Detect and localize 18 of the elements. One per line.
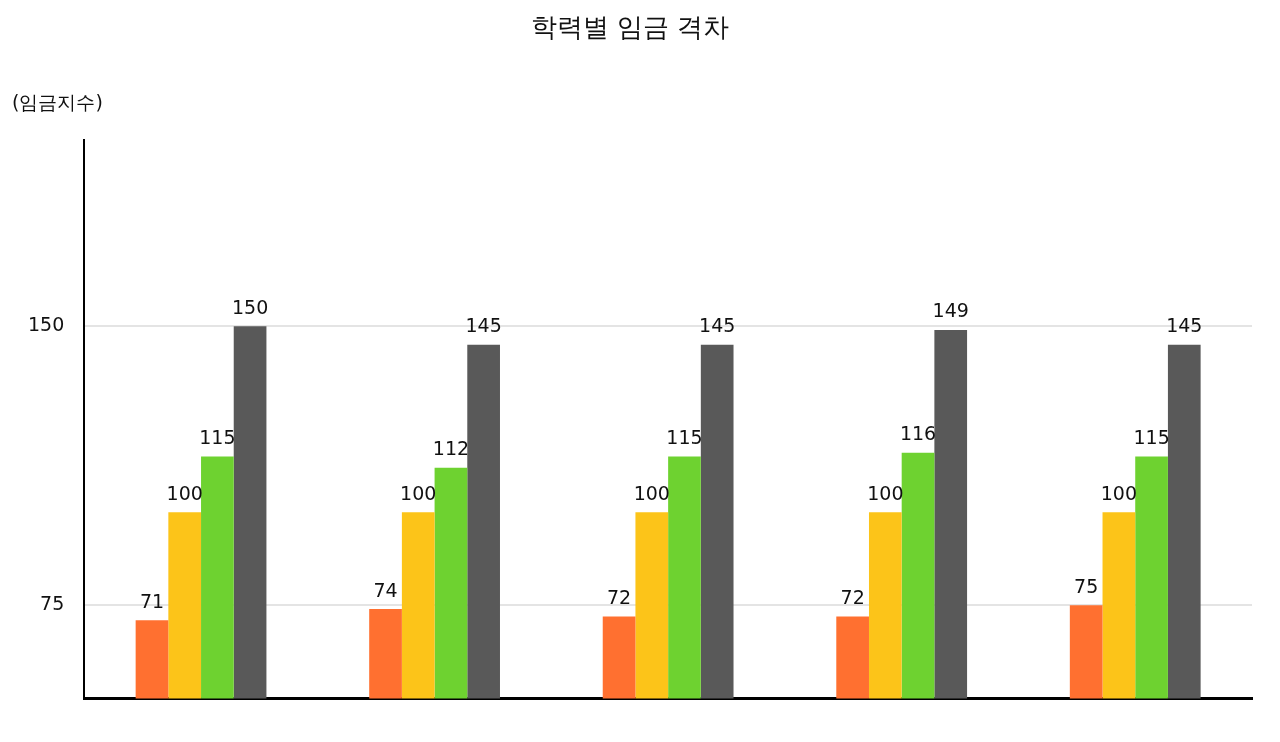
- data-label: 75: [1074, 574, 1099, 597]
- data-label: 149: [932, 299, 969, 322]
- data-label: 74: [373, 578, 398, 601]
- data-label: 116: [899, 422, 937, 445]
- data-label: 72: [606, 585, 632, 608]
- data-label: 145: [1166, 314, 1203, 337]
- y-axis-title: (임금지수): [12, 90, 103, 113]
- data-label: 100: [400, 481, 437, 504]
- chart-title: 학력별 임금 격차: [530, 12, 730, 43]
- data-label: 145: [699, 314, 736, 337]
- data-label: 115: [199, 425, 236, 448]
- data-label: 115: [1133, 425, 1170, 448]
- data-label: 115: [666, 425, 703, 448]
- data-label: 71: [139, 589, 165, 612]
- data-label: 72: [840, 585, 865, 608]
- data-label: 145: [465, 314, 502, 337]
- data-label: 150: [231, 295, 269, 318]
- data-label: 112: [432, 437, 470, 460]
